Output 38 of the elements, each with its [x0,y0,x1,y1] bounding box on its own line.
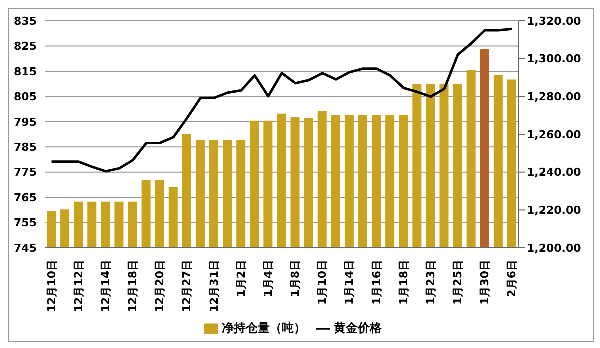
x-tick-label: 12月27日 [180,260,194,313]
y-tick-label: 825 [14,40,37,54]
x-tick-label: 12月10日 [45,260,58,313]
y2-tick-label: 1,300.00 [527,52,582,66]
x-tick-label: 1月2日 [234,260,248,298]
x-tick-label: 1月16日 [370,260,384,305]
legend-label: 净持仓量（吨） [222,321,306,335]
y-tick-label: 835 [14,14,37,28]
x-tick-label: 1月10日 [316,260,330,305]
y2-tick-label: 1,220.00 [527,204,582,218]
x-tick-label: 1月14日 [343,260,356,305]
x-tick-label: 12月20日 [154,260,167,313]
y-tick-label: 785 [14,141,37,154]
x-tick-label: 1月18日 [397,260,410,305]
y-tick-label: 765 [14,191,37,204]
y-tick-label: 745 [14,242,37,255]
y2-tick-label: 1,200.00 [527,242,582,255]
x-tick-label: 1月30日 [478,260,492,305]
y-tick-label: 795 [14,116,37,129]
x-tick-label: 1月4日 [262,260,275,298]
y2-tick-label: 1,280.00 [527,90,582,104]
y-tick-label: 815 [14,65,37,78]
y-tick-label: 775 [14,166,37,180]
y2-tick-label: 1,320.00 [527,14,582,28]
line-series [50,28,514,173]
x-tick-label: 12月18日 [126,260,140,313]
x-tick-label: 1月8日 [289,260,302,298]
y-tick-label: 805 [14,90,37,104]
y2-tick-label: 1,240.00 [527,166,582,180]
x-tick-label: 2月6日 [506,260,519,298]
x-tick-label: 1月25日 [452,260,465,305]
x-tick-label: 12月14日 [99,260,112,313]
x-tick-label: 12月12日 [72,260,86,313]
x-tick-label: 12月31日 [208,260,221,313]
x-tick-label: 1月23日 [424,260,438,305]
y2-tick-label: 1,260.00 [527,128,582,142]
legend-label: 黄金价格 [334,321,382,335]
y-tick-label: 755 [14,216,37,230]
